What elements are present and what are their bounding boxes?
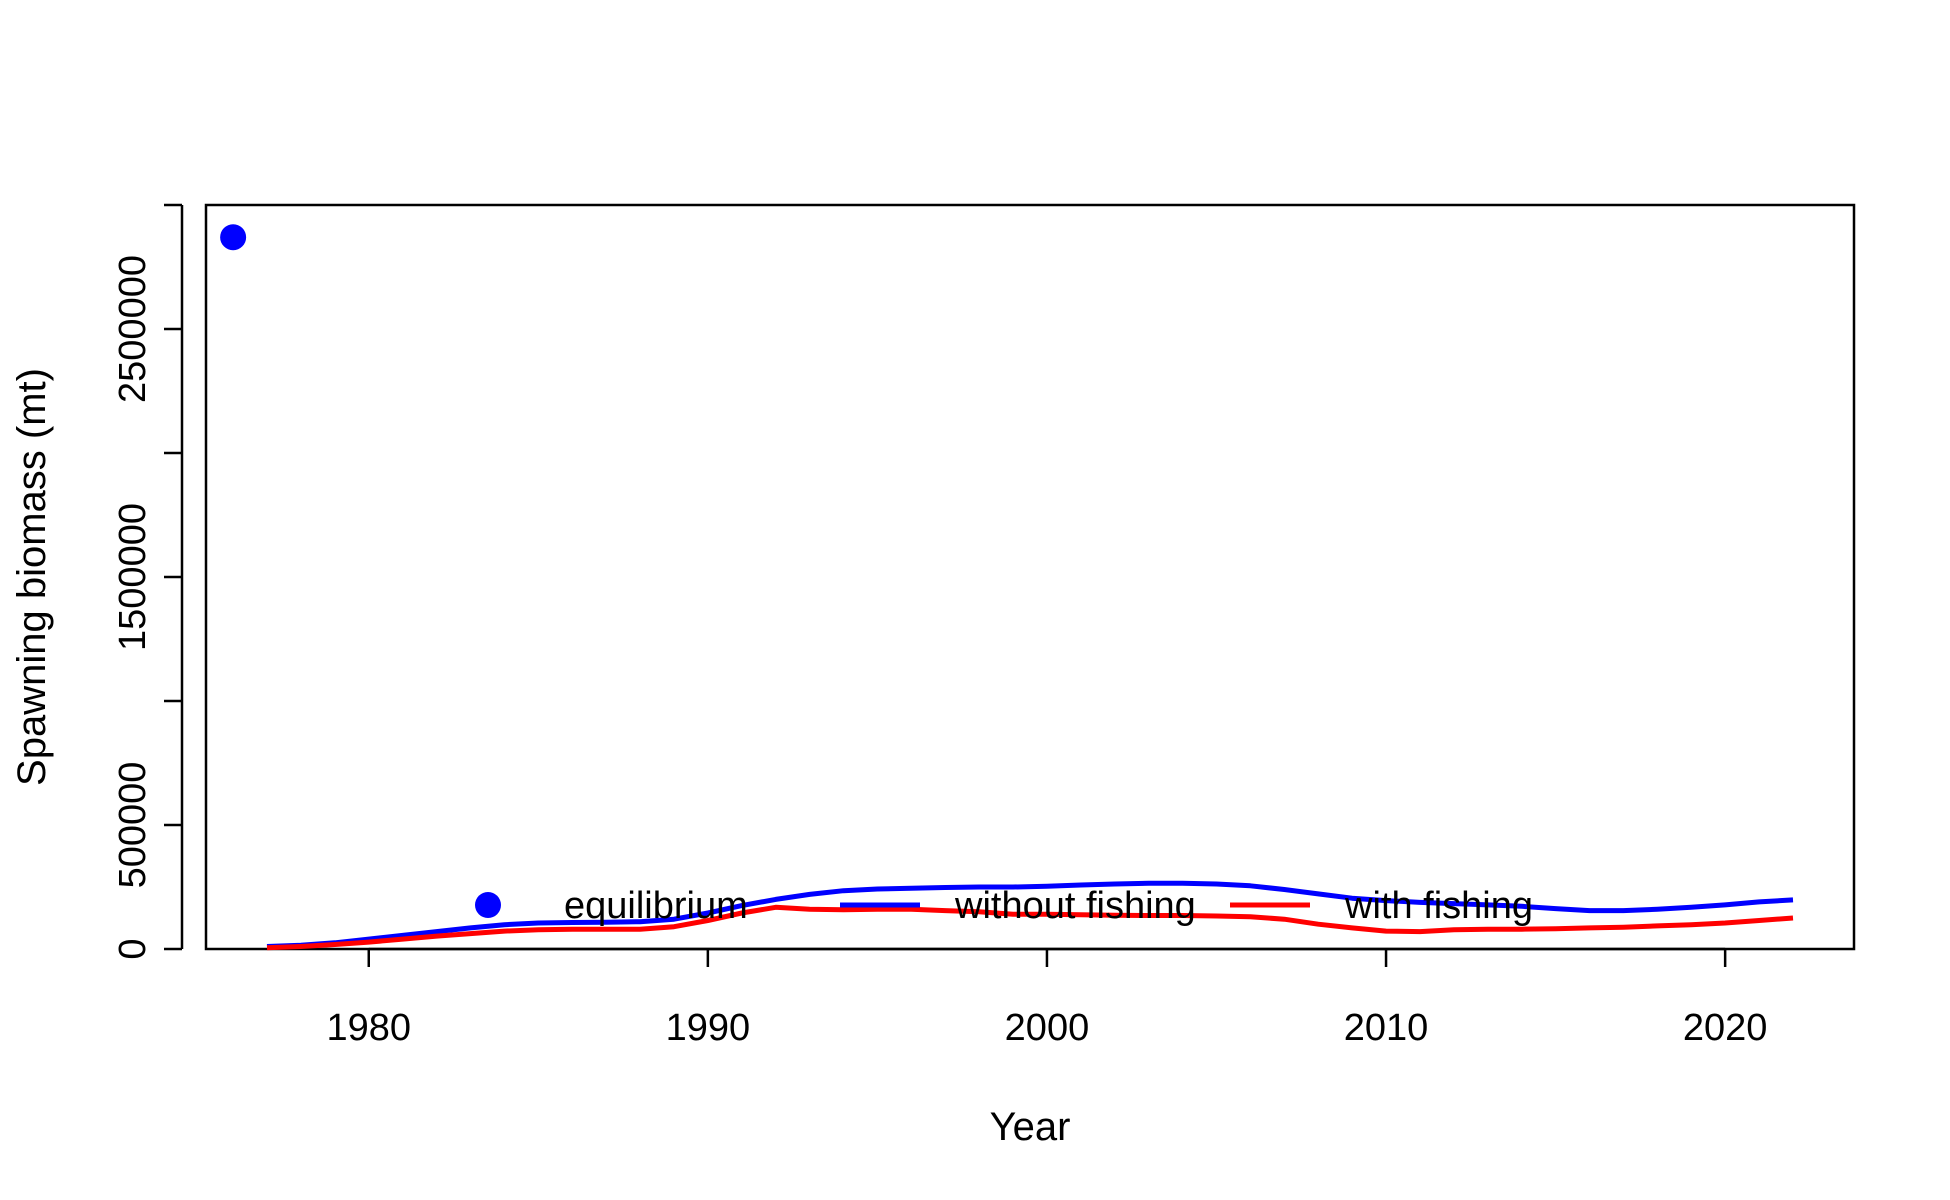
legend-label: with fishing [1344, 885, 1533, 927]
y-tick-label: 2500000 [112, 255, 154, 403]
x-tick-label: 1980 [326, 1007, 411, 1049]
y-tick-label: 0 [112, 938, 154, 959]
points-layer [220, 224, 247, 251]
series-line-with-fishing [266, 904, 1794, 951]
legend-symbol-equilibrium [475, 892, 501, 918]
series-layer [266, 880, 1794, 951]
plot-frame [204, 203, 1856, 951]
y-tick-label: 500000 [112, 762, 154, 889]
legend-label: without fishing [954, 885, 1196, 927]
equilibrium-point [220, 224, 247, 251]
x-tick-label: 2020 [1683, 1007, 1768, 1049]
y-axis-title: Spawning biomass (mt) [10, 368, 54, 786]
x-tick-label: 1990 [666, 1007, 751, 1049]
y-tick-label: 1500000 [112, 503, 154, 651]
legend-label: equilibrium [564, 885, 748, 927]
series-line-without-fishing [266, 880, 1794, 949]
y-axis: 0 500000 1500000 2500000 [112, 203, 184, 960]
x-tick-label: 2000 [1005, 1007, 1090, 1049]
x-axis-title: Year [990, 1105, 1071, 1149]
x-tick-label: 2010 [1344, 1007, 1429, 1049]
legend: equilibrium without fishing with fishing [475, 885, 1533, 927]
x-axis: 1980 1990 2000 2010 2020 [326, 947, 1768, 1049]
